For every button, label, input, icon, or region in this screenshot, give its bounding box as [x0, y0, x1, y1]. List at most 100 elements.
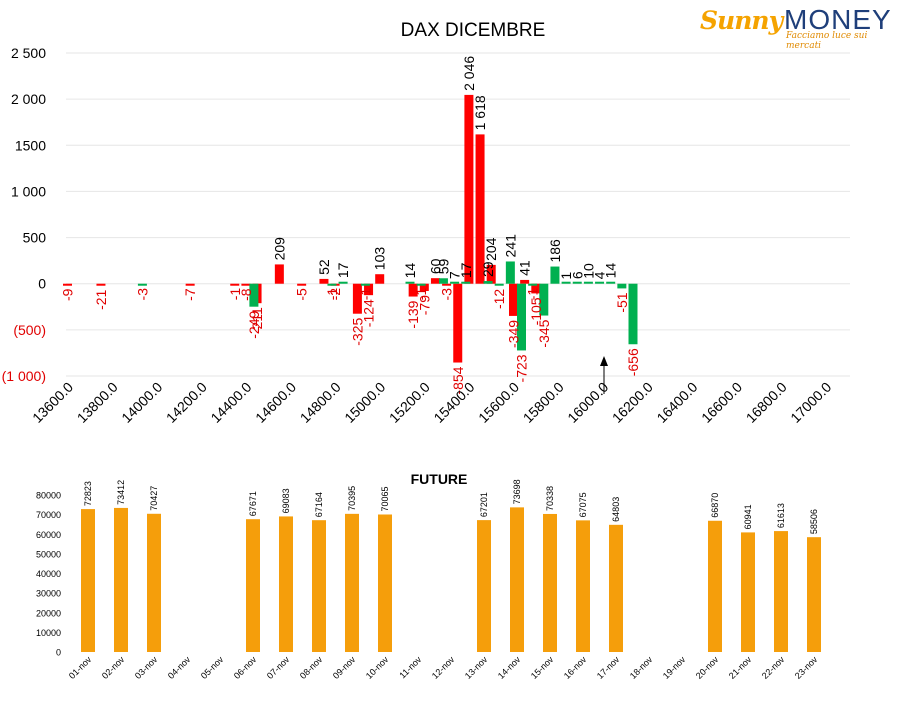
chart1-x-tick-label: 16400.0 [653, 379, 700, 426]
chart1-data-label: -2 [327, 288, 343, 301]
chart1-data-label: -1 [324, 288, 340, 301]
chart1-data-label: -7 [182, 288, 198, 301]
chart1-data-label: -51 [614, 292, 630, 312]
chart2-y-tick-label: 0 [56, 648, 61, 658]
chart1-data-label: 4 [592, 271, 608, 279]
chart1-x-tick-label: 15800.0 [520, 379, 567, 426]
chart1-bar [464, 94, 474, 284]
chart1-data-label: 1 [558, 272, 574, 280]
chart2-bar [543, 513, 557, 652]
chart1-x-tick-label: 14800.0 [297, 379, 344, 426]
chart2-data-labels: 72823 73412 70427 67671 69083 67164 70395 70065… [83, 479, 819, 534]
chart1-data-label: -1 [413, 288, 429, 301]
chart1-data-label: 52 [316, 259, 332, 275]
chart1-data-label: -854 [450, 366, 466, 394]
chart2-data-label: 67075 [578, 492, 588, 517]
chart2-x-tick-label: 06-nov [232, 654, 259, 681]
chart2-bar [81, 509, 95, 652]
chart1-bar [185, 283, 195, 286]
chart1-data-label: -249 [246, 310, 262, 338]
chart1-bar [494, 283, 504, 286]
chart1-bar [617, 283, 627, 289]
chart2-bar [345, 513, 359, 652]
chart2-data-label: 67671 [248, 491, 258, 516]
chart2-x-tick-label: 20-nov [694, 654, 721, 681]
chart1-bar [561, 281, 571, 284]
chart2-bar [378, 514, 392, 652]
chart1-data-label: 41 [517, 260, 533, 276]
chart1-data-label: 14 [603, 263, 619, 279]
chart1-data-label: 186 [547, 239, 563, 263]
chart2-bar [609, 524, 623, 652]
chart2-data-label: 58506 [809, 509, 819, 534]
chart1-x-tick-label: 17000.0 [787, 379, 834, 426]
logo-sunny-text: Sunny [700, 6, 783, 35]
chart1-data-label: -1 [525, 288, 541, 301]
chart1-bar [572, 281, 582, 284]
chart1-data-label: 17 [335, 262, 351, 278]
chart1-bar [96, 283, 106, 286]
chart1-bar [442, 283, 452, 286]
chart1-bar [438, 278, 448, 284]
chart1-bar [450, 281, 460, 284]
price-arrow-annotation [600, 356, 608, 394]
chart1-bar [531, 283, 541, 294]
chart1-data-label: -723 [514, 354, 530, 382]
chart1-data-label: -3 [134, 288, 150, 301]
chart1-y-tick-label: (500) [13, 322, 46, 338]
chart1-bar [483, 281, 493, 284]
chart2-y-tick-label: 50000 [36, 549, 61, 559]
chart1-data-label: -139 [405, 300, 421, 328]
chart1-bar [249, 283, 259, 307]
chart1-data-label: -9 [60, 288, 76, 301]
chart2-x-tick-label: 15-nov [529, 654, 556, 681]
chart1-bar [550, 266, 560, 284]
chart1-bar [595, 281, 605, 284]
chart1-bars [63, 94, 638, 363]
chart2-data-label: 70427 [149, 486, 159, 511]
chart1-y-tick-label: 2 000 [11, 91, 46, 107]
chart2-data-label: 70065 [380, 486, 390, 511]
chart1-bar [628, 283, 638, 345]
chart2-x-tick-label: 16-nov [562, 654, 589, 681]
logo-money-text: MONEY [784, 4, 892, 35]
chart1-x-axis: 13600.013800.014000.014200.014400.014600… [29, 379, 834, 426]
chart2-data-label: 66870 [710, 493, 720, 518]
chart2-bar [807, 537, 821, 652]
chart1-x-tick-label: 13800.0 [74, 379, 121, 426]
chart2-bar [774, 531, 788, 652]
chart1-data-label: -1 [227, 288, 243, 301]
chart1-bar [375, 274, 385, 284]
chart1-bar [274, 264, 284, 284]
chart2-y-tick-label: 10000 [36, 628, 61, 638]
chart1-y-tick-label: (1 000) [2, 368, 46, 384]
chart1-data-label: 103 [372, 247, 388, 271]
chart1-data-label: 241 [502, 234, 518, 258]
chart2-title: FUTURE [411, 471, 468, 487]
chart1-data-label: 209 [271, 237, 287, 261]
chart1-y-tick-label: 2 500 [11, 45, 46, 61]
chart1-bar [528, 283, 538, 286]
chart1-bar [461, 281, 471, 284]
chart1-bar [520, 279, 530, 284]
chart2-bar [741, 532, 755, 652]
chart1-data-label: -1 [357, 288, 373, 301]
chart2-bar [246, 519, 260, 652]
chart2-x-tick-label: 04-nov [166, 654, 193, 681]
chart2-data-label: 69083 [281, 488, 291, 513]
chart2-data-label: 61613 [776, 503, 786, 528]
chart1-x-tick-label: 16600.0 [698, 379, 745, 426]
chart2-y-tick-label: 80000 [36, 491, 61, 501]
chart2-bar [312, 520, 326, 652]
chart1-x-tick-label: 15600.0 [475, 379, 522, 426]
sunny-money-logo: Sunny MONEY Facciamo luce sui mercati [698, 4, 898, 51]
chart1-data-label: 204 [483, 237, 499, 261]
chart1-data-label: 60 [427, 258, 443, 274]
chart1-bar [241, 283, 251, 286]
chart2-data-label: 72823 [83, 481, 93, 506]
chart2-y-tick-label: 60000 [36, 530, 61, 540]
chart2-x-tick-label: 10-nov [364, 654, 391, 681]
chart2-bar [708, 520, 722, 652]
chart2-x-tick-label: 12-nov [430, 654, 457, 681]
chart2-x-tick-label: 19-nov [661, 654, 688, 681]
